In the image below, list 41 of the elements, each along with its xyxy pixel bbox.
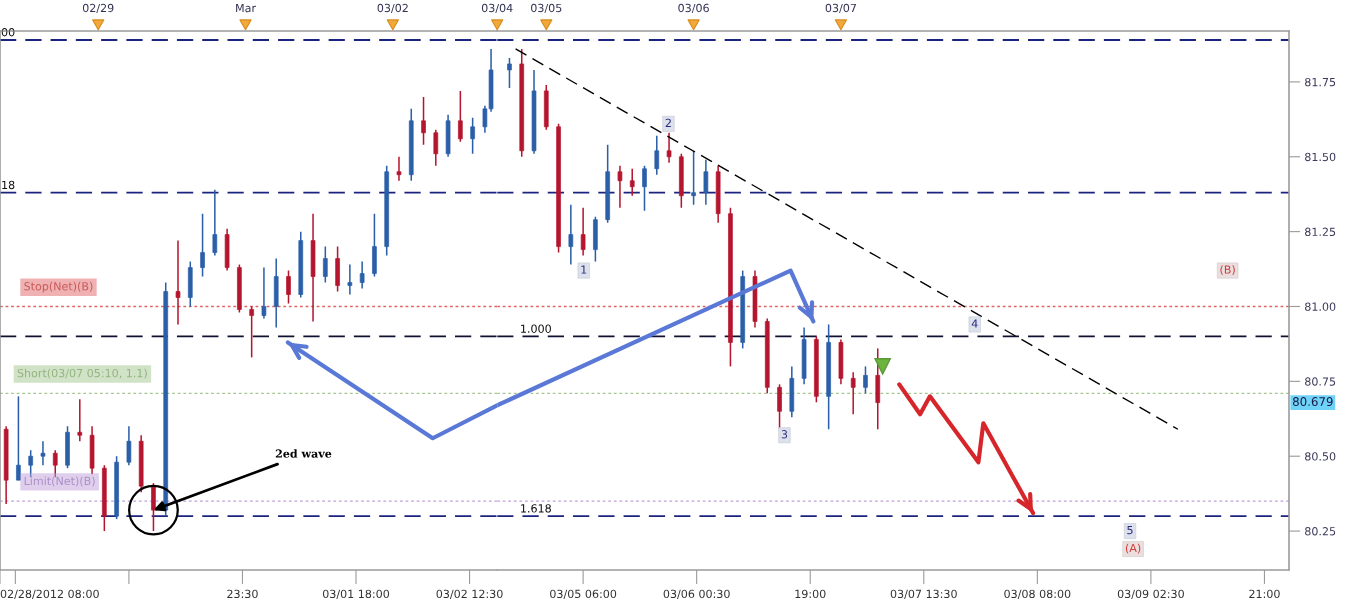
x-tick-label: 03/02 12:30: [436, 589, 503, 599]
x-tick-label: 03/07 13:30: [890, 589, 957, 599]
annotation: 1.000: [521, 324, 551, 333]
y-tick-label: 81.25: [1305, 227, 1336, 237]
y-tick-label: 80.75: [1305, 377, 1336, 386]
ref-line-label: Limit(Net)(B): [24, 476, 95, 487]
x-tick-label: 23:30: [227, 589, 258, 599]
annotation: Short(03/07 05:10, 1.1): [17, 368, 147, 379]
y-tick-label: 80.25: [1305, 527, 1336, 536]
x-tick-label: 03/05 06:00: [550, 589, 617, 599]
x2-tick-label: 03/06: [678, 3, 709, 14]
annotation: 2ed wave: [275, 449, 332, 458]
y-tick-label: 81.75: [1305, 77, 1336, 87]
annotation: 1: [581, 265, 587, 274]
annotation: (B): [1220, 265, 1235, 276]
annotation: 1.618: [521, 504, 551, 513]
annotation: (A): [1125, 543, 1141, 554]
x2-tick-label: 03/05: [531, 3, 562, 14]
y-tick-label: 81.50: [1305, 152, 1336, 162]
x-tick-label: 03/09 02:30: [1117, 589, 1184, 599]
annotation: 5: [1127, 526, 1133, 535]
x2-tick-label: 03/04: [481, 3, 513, 14]
ref-line-label: Stop(Net)(B): [24, 281, 93, 293]
x2-tick-label: 03/02: [377, 3, 408, 14]
x-tick-label: 03/06 00:30: [663, 589, 730, 599]
x2-tick-label: 02/29: [82, 3, 114, 14]
x-tick-label: 19:00: [795, 589, 826, 599]
x-tick-label: 03/08 08:00: [1004, 589, 1071, 599]
annotation: 18: [2, 180, 15, 190]
x2-tick-label: Mar: [236, 3, 257, 13]
text: 80.679: [1292, 397, 1333, 407]
y-tick-label: 80.50: [1305, 452, 1336, 461]
annotation: 2: [665, 118, 671, 127]
x2-tick-label: 03/07: [825, 3, 856, 14]
annotation: 4: [971, 319, 978, 328]
x-tick-label: 02/28/2012 08:00: [0, 589, 99, 599]
annotation: 00: [1, 28, 15, 37]
x-tick-label: 21:00: [1249, 589, 1280, 599]
y-tick-label: 81.00: [1305, 302, 1336, 311]
x-tick-label: 03/01 18:00: [322, 589, 390, 599]
annotation: 3: [781, 430, 788, 439]
